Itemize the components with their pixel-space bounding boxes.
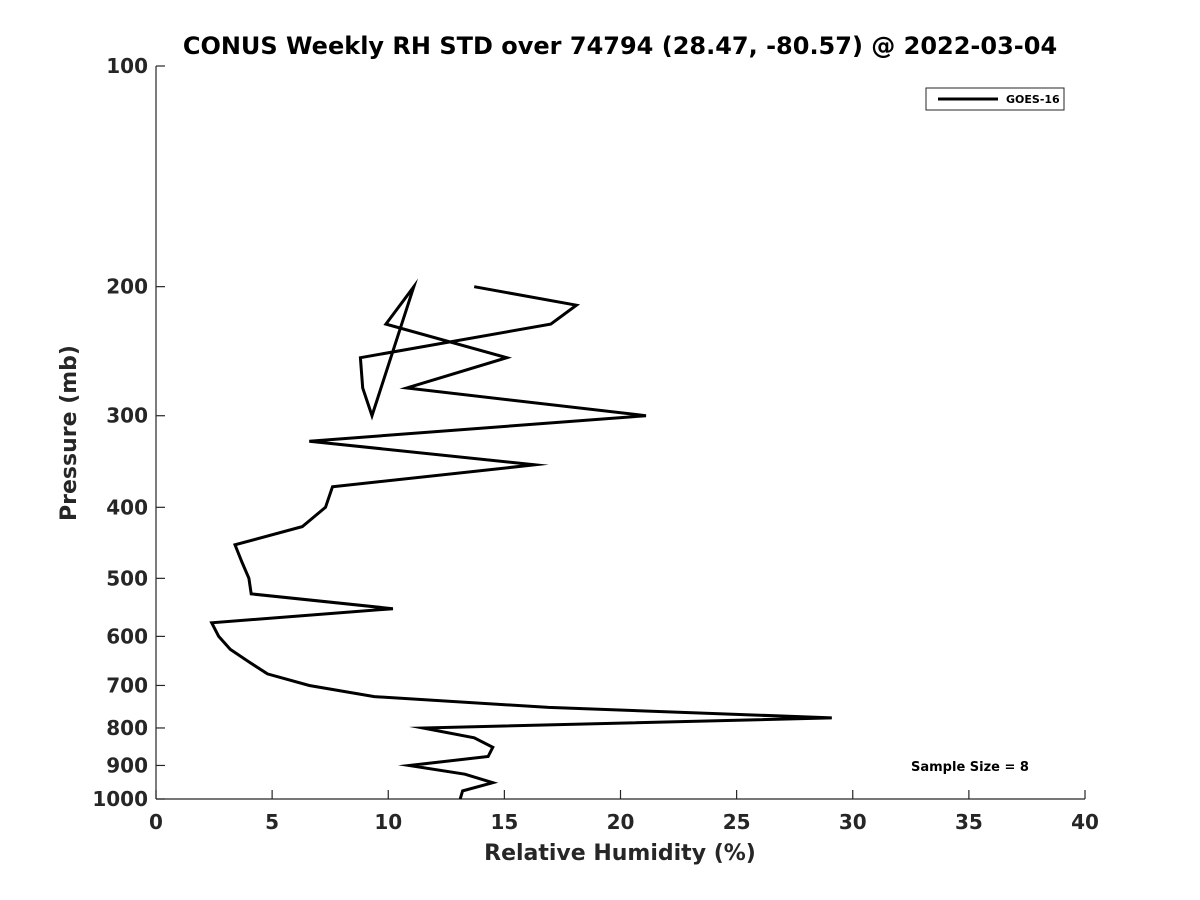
y-tick-label: 1000 [92, 787, 148, 811]
sample-size-annotation: Sample Size = 8 [911, 760, 1029, 775]
y-tick-label: 200 [106, 275, 148, 299]
y-tick-label: 700 [106, 673, 148, 697]
x-axis-label: Relative Humidity (%) [484, 841, 756, 866]
legend: GOES-16 [925, 87, 1065, 111]
x-tick-label: 25 [723, 810, 751, 834]
series-line-goes-16 [209, 278, 832, 800]
x-tick-label: 30 [839, 810, 867, 834]
y-axis-ticks: 100 200 300 400 500 600 700 800 900 1000 [92, 54, 165, 811]
x-axis-ticks: 0 5 10 15 20 25 30 35 40 [149, 790, 1099, 834]
series-group [209, 278, 832, 800]
y-tick-label: 100 [106, 54, 148, 78]
y-tick-label: 600 [106, 624, 148, 648]
y-tick-label: 900 [106, 753, 148, 777]
legend-label: GOES-16 [1006, 93, 1060, 106]
chart-title: CONUS Weekly RH STD over 74794 (28.47, -… [183, 32, 1057, 60]
x-tick-label: 10 [374, 810, 402, 834]
x-tick-label: 5 [265, 810, 279, 834]
plot-area: 0 5 10 15 20 25 30 35 40 100 200 300 400 500 600 700 80… [92, 54, 1099, 834]
x-tick-label: 35 [955, 810, 983, 834]
y-tick-label: 500 [106, 566, 148, 590]
x-tick-label: 15 [490, 810, 518, 834]
x-tick-label: 20 [607, 810, 635, 834]
y-axis-label: Pressure (mb) [57, 345, 82, 521]
y-tick-label: 400 [106, 495, 148, 519]
x-tick-label: 0 [149, 810, 163, 834]
y-tick-label: 800 [106, 716, 148, 740]
y-tick-label: 300 [106, 404, 148, 428]
x-tick-label: 40 [1071, 810, 1099, 834]
